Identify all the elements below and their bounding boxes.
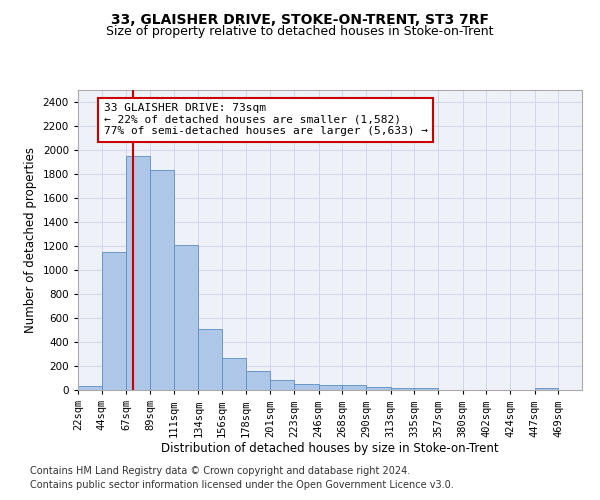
Bar — [101, 252, 127, 390]
Bar — [294, 384, 319, 390]
Bar — [150, 170, 173, 390]
Bar — [245, 372, 271, 390]
Bar — [127, 156, 150, 390]
Bar — [271, 380, 294, 390]
Y-axis label: Number of detached properties: Number of detached properties — [24, 147, 37, 333]
Bar — [173, 245, 199, 390]
Text: 33 GLAISHER DRIVE: 73sqm
← 22% of detached houses are smaller (1,582)
77% of sem: 33 GLAISHER DRIVE: 73sqm ← 22% of detach… — [104, 103, 428, 136]
Bar — [222, 358, 245, 390]
Bar — [535, 388, 559, 390]
Bar — [415, 388, 438, 390]
Bar — [366, 387, 391, 390]
Text: 33, GLAISHER DRIVE, STOKE-ON-TRENT, ST3 7RF: 33, GLAISHER DRIVE, STOKE-ON-TRENT, ST3 … — [111, 12, 489, 26]
Bar — [319, 384, 343, 390]
Bar — [391, 388, 415, 390]
Text: Contains public sector information licensed under the Open Government Licence v3: Contains public sector information licen… — [30, 480, 454, 490]
Bar — [199, 329, 222, 390]
X-axis label: Distribution of detached houses by size in Stoke-on-Trent: Distribution of detached houses by size … — [161, 442, 499, 455]
Text: Size of property relative to detached houses in Stoke-on-Trent: Size of property relative to detached ho… — [106, 25, 494, 38]
Bar — [78, 386, 101, 390]
Bar — [343, 385, 366, 390]
Text: Contains HM Land Registry data © Crown copyright and database right 2024.: Contains HM Land Registry data © Crown c… — [30, 466, 410, 476]
